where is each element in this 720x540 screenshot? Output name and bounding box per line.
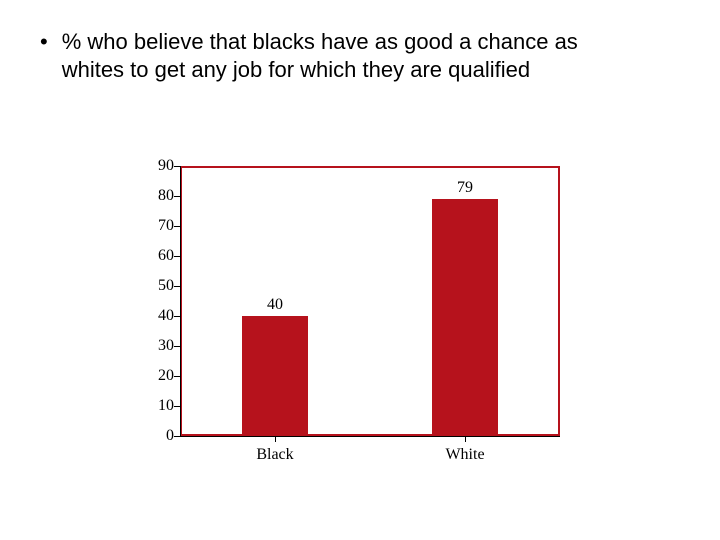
y-axis — [180, 166, 181, 436]
y-tick-label: 30 — [144, 337, 174, 355]
x-tick-mark — [275, 436, 276, 442]
bullet-text: % who believe that blacks have as good a… — [62, 28, 622, 84]
x-tick-mark — [465, 436, 466, 442]
y-tick-label: 20 — [144, 367, 174, 385]
bullet-item: • % who believe that blacks have as good… — [40, 28, 680, 84]
y-tick-label: 80 — [144, 187, 174, 205]
y-tick-label: 40 — [144, 307, 174, 325]
y-tick-label: 90 — [144, 157, 174, 175]
x-axis — [180, 436, 560, 437]
y-tick-label: 60 — [144, 247, 174, 265]
bullet-marker: • — [40, 28, 48, 56]
slide: • % who believe that blacks have as good… — [0, 0, 720, 540]
category-label: Black — [256, 446, 293, 464]
y-tick-label: 70 — [144, 217, 174, 235]
bar-value-label: 40 — [267, 296, 283, 314]
category-label: White — [445, 446, 484, 464]
bar — [242, 316, 309, 436]
bar — [432, 199, 499, 436]
y-tick-label: 10 — [144, 397, 174, 415]
y-tick-label: 50 — [144, 277, 174, 295]
y-tick-label: 0 — [144, 427, 174, 445]
plot-area — [180, 166, 560, 436]
bar-chart: 0 10 20 30 40 50 60 70 80 90 40 Black 79 White — [140, 160, 580, 480]
bar-value-label: 79 — [457, 179, 473, 197]
